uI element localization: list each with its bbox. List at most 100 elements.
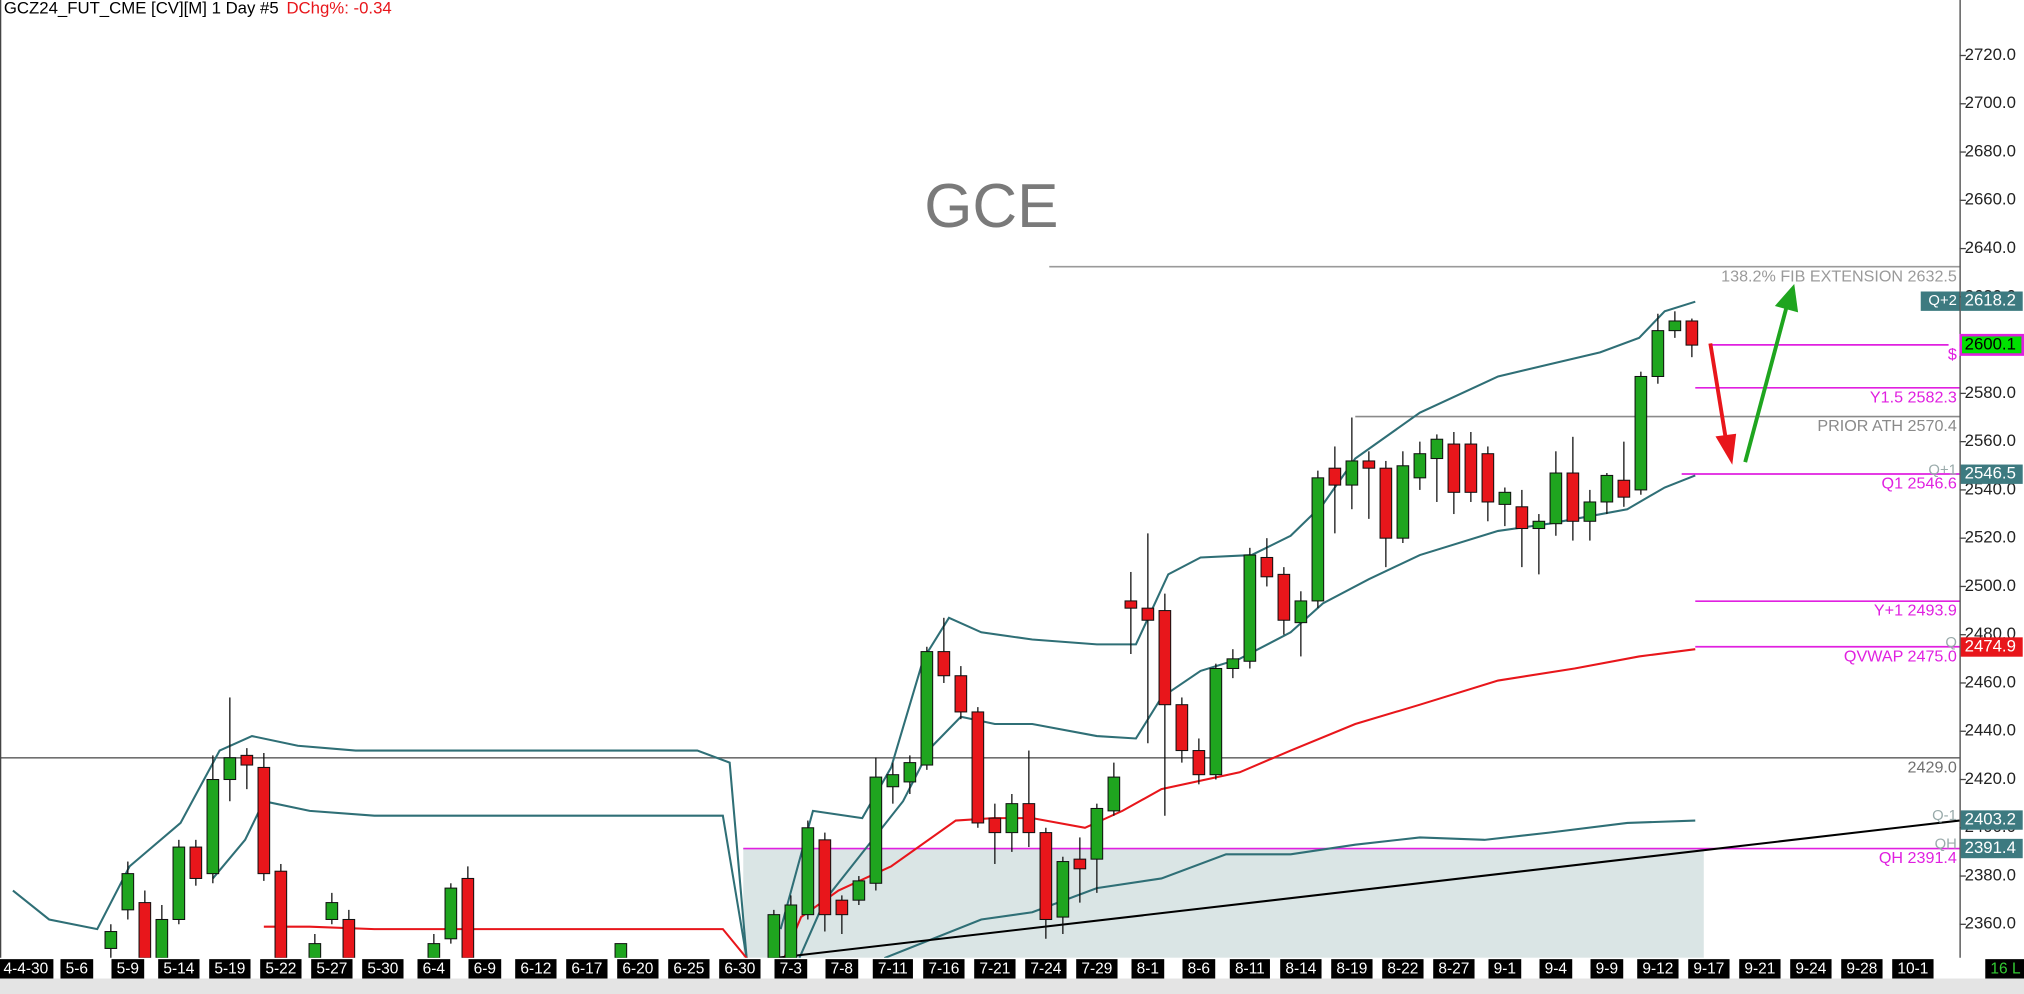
x-tick-box: [668, 959, 710, 979]
x-tick-label: 7-29: [1081, 961, 1112, 978]
x-tick-label: 8-27: [1438, 961, 1469, 978]
candle-body: [903, 762, 917, 783]
x-tick-box: [1637, 959, 1679, 979]
x-tick-label: 8-6: [1188, 961, 1210, 978]
candle-body: [1600, 474, 1614, 503]
candle-body: [172, 846, 186, 920]
overlay-line: [263, 648, 1696, 958]
price-marker-label: 2600.1: [1965, 334, 2016, 353]
candle-body: [818, 839, 832, 916]
x-tick-box: [1382, 959, 1424, 979]
x-tick-box: [774, 959, 808, 979]
candle-body: [1243, 554, 1257, 662]
x-tick-label: 9-1: [1494, 961, 1516, 978]
x-tick-label: 5-9: [117, 961, 139, 978]
x-tick-box: [825, 959, 859, 979]
price-marker: [1960, 810, 2023, 830]
price-marker: [1959, 333, 2024, 356]
corner-box: [1985, 959, 2024, 979]
candle-body: [1107, 776, 1121, 812]
candle-body: [189, 846, 203, 879]
bottom-strip: [0, 978, 2024, 994]
candle-body: [1124, 600, 1138, 609]
x-tick-box: [417, 959, 451, 979]
x-tick-box: [1433, 959, 1475, 979]
annotation-arrows: [1708, 284, 1799, 465]
price-marker-label: 2546.5: [1965, 464, 2016, 483]
x-tick-box: [209, 959, 251, 979]
x-tick-box: [1025, 959, 1067, 979]
candle-body: [1090, 807, 1104, 860]
candle-body: [1515, 506, 1529, 530]
level-label: QH 2391.4: [1879, 849, 1957, 867]
candle-body: [1005, 803, 1019, 834]
down-arrow-head: [1715, 433, 1737, 465]
x-tick-label: 9-17: [1693, 961, 1724, 978]
candle-body: [1498, 491, 1512, 505]
level-label: Q1 2546.6: [1882, 475, 1957, 493]
candle-body: [1566, 472, 1580, 522]
candle-body: [155, 918, 169, 958]
up-arrow: [1743, 306, 1789, 463]
x-tick-box: [1790, 959, 1832, 979]
candle-body: [835, 899, 849, 916]
x-tick-label: 9-9: [1596, 961, 1618, 978]
x-tick-label: 7-21: [979, 961, 1010, 978]
y-tick-label: 2500.0: [1965, 576, 2016, 595]
overlay-line: [12, 300, 1696, 958]
x-tick-label: 7-24: [1030, 961, 1061, 978]
x-tick-box: [923, 959, 965, 979]
overlay-line: [212, 474, 1696, 958]
candle-body: [206, 778, 220, 875]
x-tick-label: 6-20: [622, 961, 653, 978]
x-tick-label: 9-4: [1545, 961, 1568, 978]
candle-body: [1073, 858, 1087, 870]
level-label: 2429.0: [1908, 758, 1957, 776]
x-tick-box: [1688, 959, 1730, 979]
x-tick-label: 9-24: [1795, 961, 1826, 978]
x-tick-label: 5-27: [316, 961, 347, 978]
x-tick-label: 6-9: [474, 961, 496, 978]
x-tick-box: [1892, 959, 1934, 979]
x-tick-box: [515, 959, 557, 979]
candle-body: [1668, 320, 1682, 332]
candle-body: [1345, 460, 1359, 486]
x-tick-label: 5-6: [66, 961, 88, 978]
x-tick-box: [1331, 959, 1373, 979]
y-tick-label: 2560.0: [1965, 431, 2016, 450]
x-tick-box: [1131, 959, 1165, 979]
candle-body: [1056, 861, 1070, 918]
y-tick-label: 2460.0: [1965, 672, 2016, 691]
x-tick-label: 4-4-30: [3, 961, 48, 978]
candle-body: [1260, 556, 1274, 578]
marker-name-box: [1920, 291, 1960, 311]
overlay-line: [883, 819, 1696, 958]
x-tick-label: 8-14: [1285, 961, 1316, 978]
x-tick-label: 6-12: [520, 961, 551, 978]
shaded-zone: [743, 848, 1704, 958]
x-tick-box: [1182, 959, 1216, 979]
price-marker: [1960, 637, 2023, 657]
x-tick-box: [1280, 959, 1322, 979]
x-tick-label: 6-17: [571, 961, 602, 978]
x-tick-label: 7-8: [831, 961, 853, 978]
y-tick-label: 2440.0: [1965, 721, 2016, 740]
candle-body: [1685, 320, 1699, 346]
x-tick-label: 8-19: [1336, 961, 1367, 978]
marker-name: QH: [1935, 837, 1957, 853]
x-tick-box: [1539, 959, 1573, 979]
y-tick-label: 2640.0: [1965, 238, 2016, 257]
y-tick-label: 2660.0: [1965, 190, 2016, 209]
candle-body: [937, 651, 951, 677]
candle-body: [240, 754, 254, 766]
price-marker: [1960, 464, 2023, 484]
candle-body: [767, 914, 781, 958]
x-tick-box: [468, 959, 502, 979]
candle-body: [1311, 477, 1325, 602]
candle-body: [1447, 443, 1461, 493]
candle-body: [1583, 501, 1597, 522]
chart-title: GCE: [924, 172, 1058, 241]
y-tick-label: 2580.0: [1965, 383, 2016, 402]
candle-body: [1413, 453, 1427, 479]
level-label: Y+1 2493.9: [1874, 602, 1957, 620]
